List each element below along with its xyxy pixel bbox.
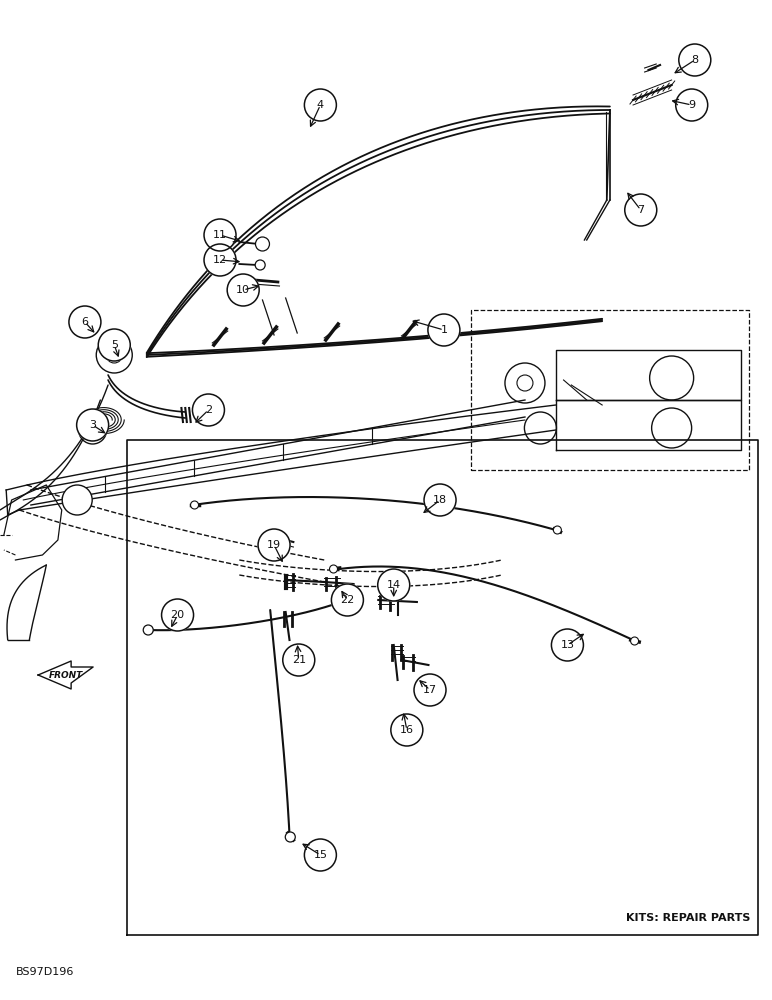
Circle shape	[76, 409, 109, 441]
Text: 19: 19	[267, 540, 281, 550]
Text: 15: 15	[313, 850, 327, 860]
Circle shape	[424, 484, 456, 516]
Circle shape	[551, 629, 584, 661]
Circle shape	[631, 637, 638, 645]
Circle shape	[625, 194, 657, 226]
Circle shape	[204, 219, 236, 251]
Circle shape	[256, 260, 265, 270]
Circle shape	[192, 394, 225, 426]
Circle shape	[256, 237, 269, 251]
Circle shape	[191, 501, 198, 509]
Text: 14: 14	[387, 580, 401, 590]
Circle shape	[286, 832, 295, 842]
Circle shape	[69, 306, 101, 338]
Circle shape	[227, 274, 259, 306]
Circle shape	[330, 565, 337, 573]
Circle shape	[554, 526, 561, 534]
Text: 6: 6	[81, 317, 89, 327]
Text: 22: 22	[340, 595, 354, 605]
Text: 4: 4	[317, 100, 324, 110]
Text: 21: 21	[292, 655, 306, 665]
Text: 20: 20	[171, 610, 185, 620]
Text: 12: 12	[213, 255, 227, 265]
Circle shape	[283, 644, 315, 676]
Text: KITS: REPAIR PARTS: KITS: REPAIR PARTS	[626, 913, 750, 923]
Text: 13: 13	[560, 640, 574, 650]
Text: 9: 9	[688, 100, 696, 110]
Text: 17: 17	[423, 685, 437, 695]
Text: 8: 8	[691, 55, 699, 65]
Circle shape	[204, 244, 236, 276]
Text: 18: 18	[433, 495, 447, 505]
Polygon shape	[38, 661, 93, 689]
Text: BS97D196: BS97D196	[15, 967, 74, 977]
Circle shape	[144, 625, 153, 635]
Circle shape	[161, 599, 194, 631]
Circle shape	[258, 529, 290, 561]
Circle shape	[391, 714, 423, 746]
Circle shape	[414, 674, 446, 706]
Circle shape	[304, 839, 337, 871]
Text: 1: 1	[440, 325, 448, 335]
Text: 10: 10	[236, 285, 250, 295]
Circle shape	[331, 584, 364, 616]
Text: 5: 5	[110, 340, 118, 350]
Circle shape	[428, 314, 460, 346]
Circle shape	[679, 44, 711, 76]
Circle shape	[304, 89, 337, 121]
Text: 2: 2	[205, 405, 212, 415]
Circle shape	[378, 569, 410, 601]
Text: 16: 16	[400, 725, 414, 735]
Text: FRONT: FRONT	[49, 670, 83, 680]
Text: 11: 11	[213, 230, 227, 240]
Circle shape	[63, 485, 92, 515]
Text: 3: 3	[89, 420, 96, 430]
Circle shape	[676, 89, 708, 121]
Text: 7: 7	[637, 205, 645, 215]
Circle shape	[98, 329, 130, 361]
